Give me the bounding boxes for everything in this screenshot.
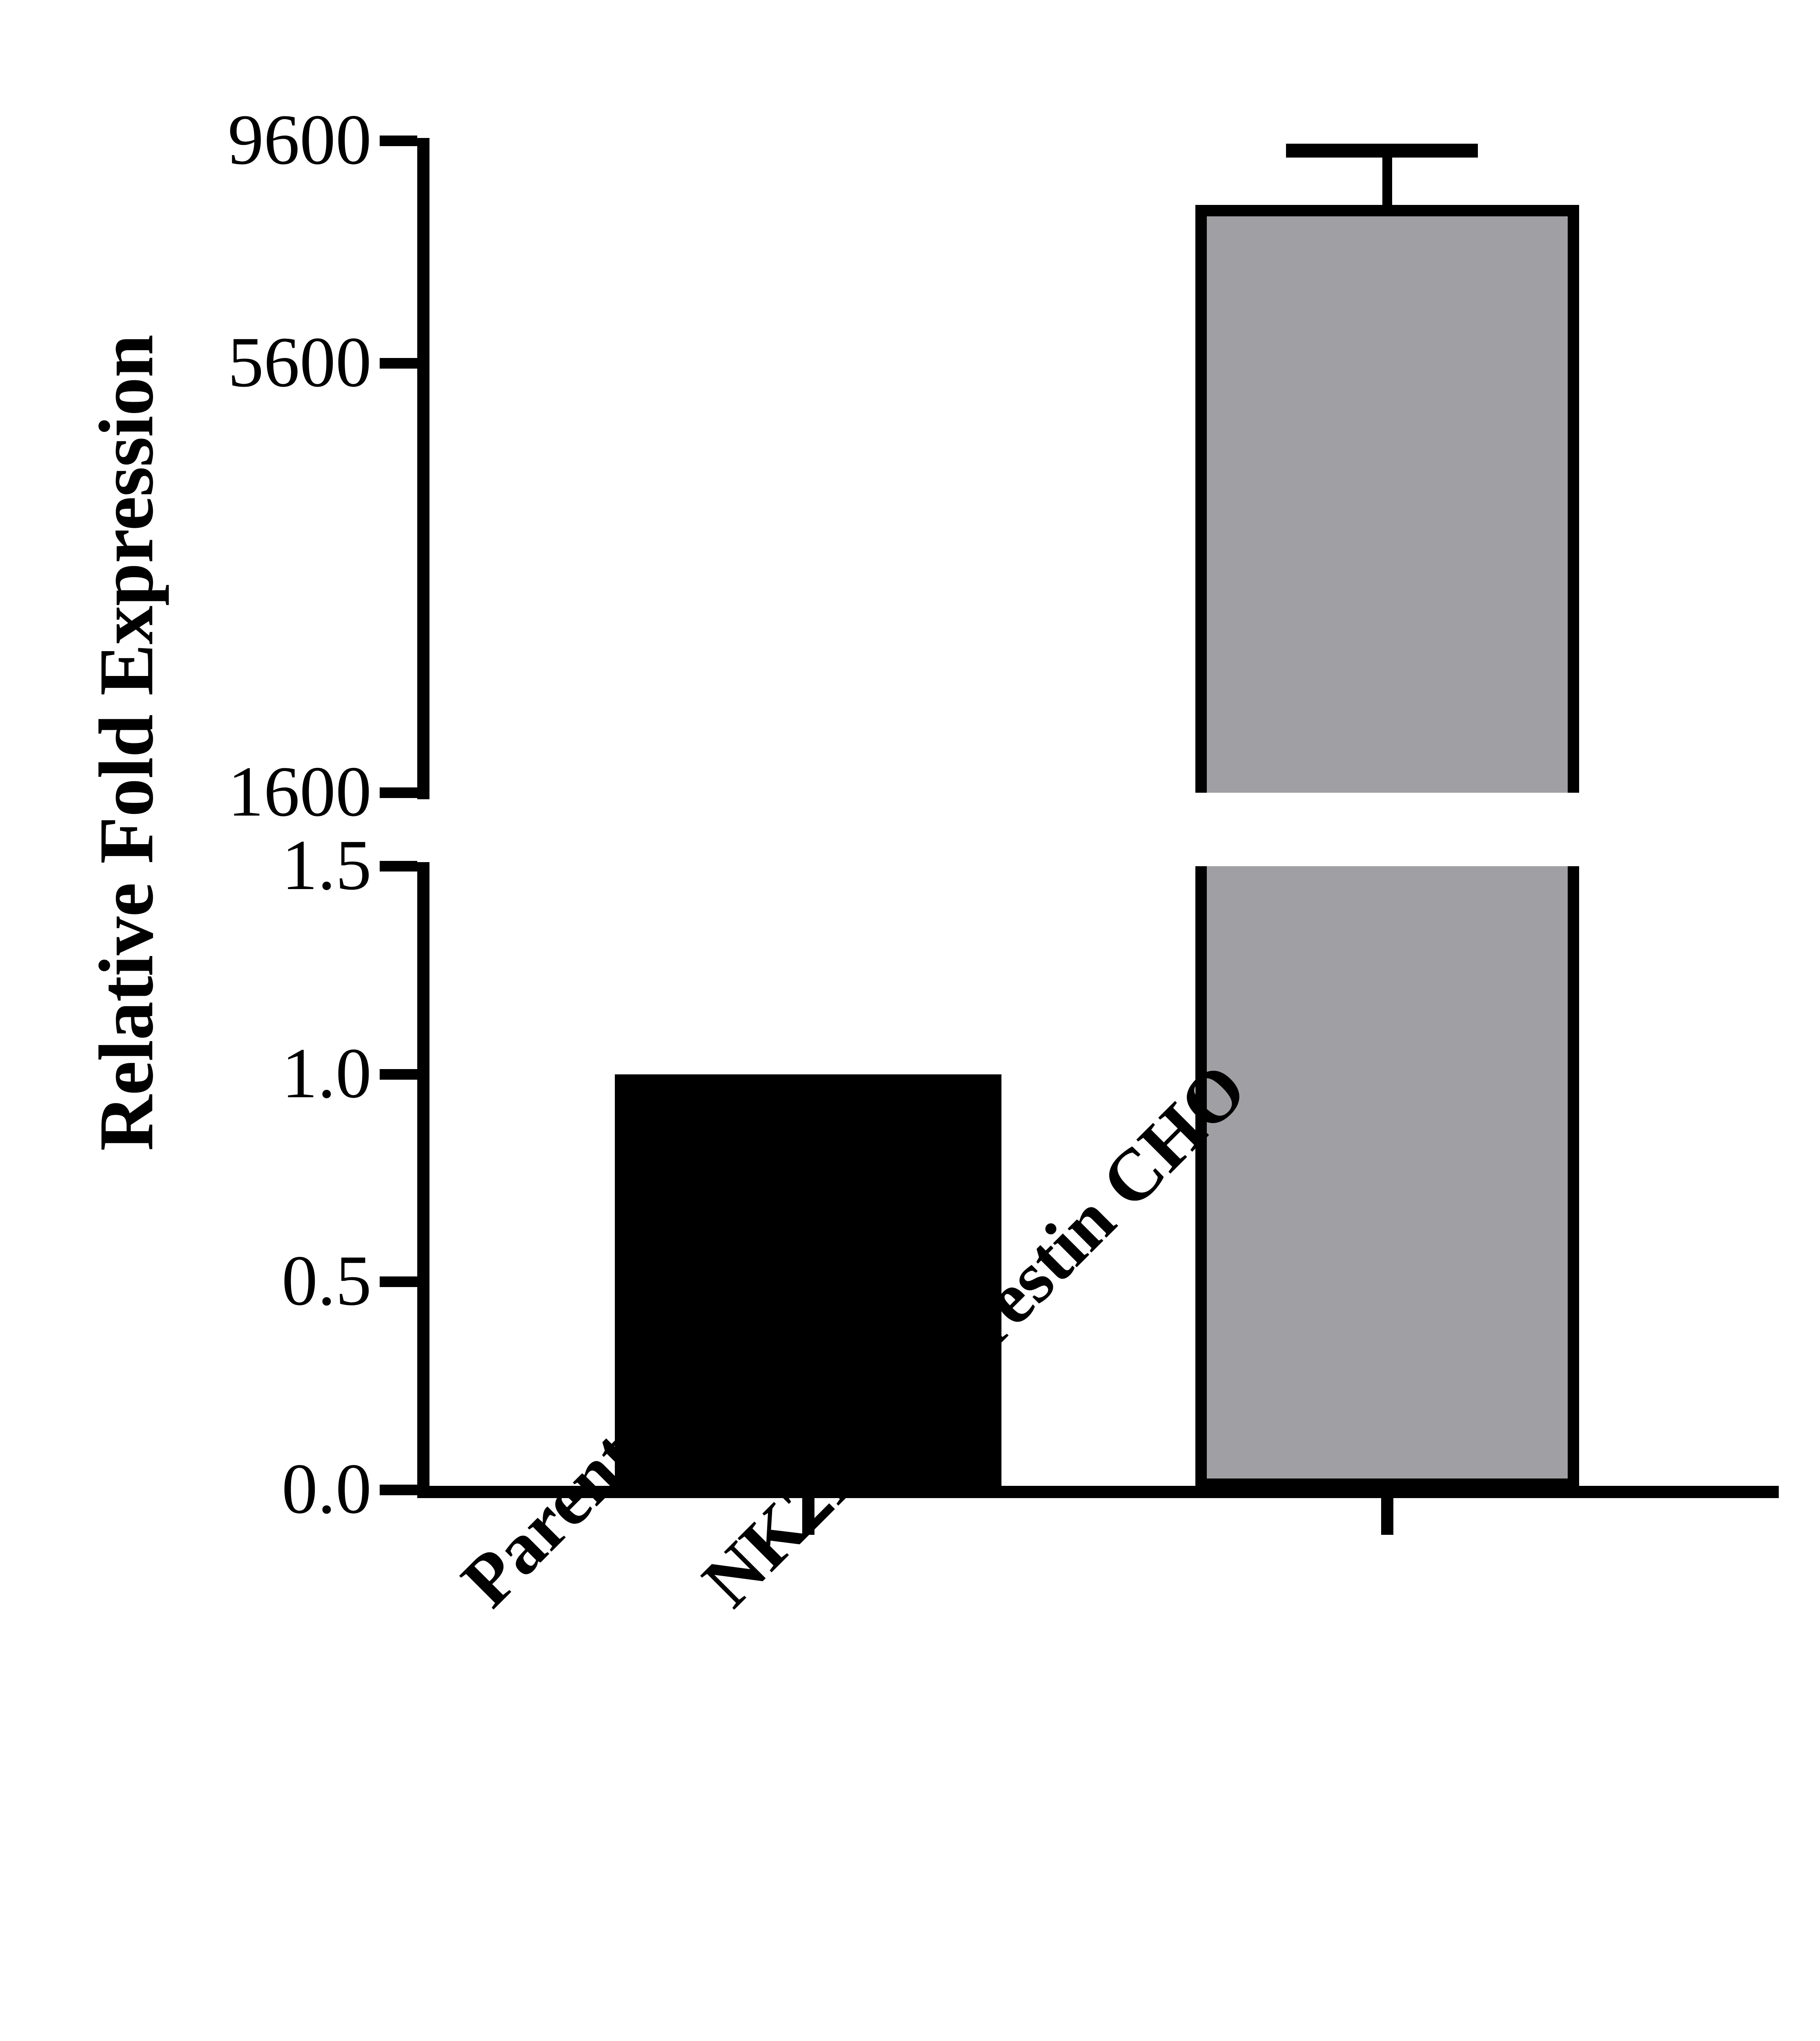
- y-tick-label-9600: 9600: [228, 100, 372, 180]
- y-tick-label-1600: 1600: [228, 752, 372, 832]
- y-tick-label-0-5: 0.5: [282, 1241, 372, 1321]
- y-axis-spine-upper: [417, 138, 429, 799]
- y-tick-mark-5600: [380, 358, 417, 369]
- y-tick-label-1-5: 1.5: [282, 825, 372, 905]
- y-tick-mark-1600: [380, 787, 417, 798]
- y-tick-label-0-0: 0.0: [282, 1449, 372, 1529]
- y-tick-mark-0-5: [380, 1276, 417, 1287]
- y-tick-mark-0-0: [380, 1485, 417, 1495]
- bar-nk2r-barrestin-cho-lower[interactable]: [1195, 866, 1579, 1490]
- y-tick-label-1-0: 1.0: [282, 1034, 372, 1113]
- y-axis-spine-lower: [417, 862, 429, 1497]
- bar-parental-cell[interactable]: [615, 1074, 1001, 1490]
- error-bar-cap-nk2r: [1286, 144, 1478, 158]
- bar-nk2r-barrestin-cho-upper[interactable]: [1195, 205, 1579, 793]
- y-tick-mark-1-5: [380, 861, 417, 872]
- y-tick-label-5600: 5600: [228, 322, 372, 402]
- x-tick-mark-nk2r-barrestin-cho: [1381, 1497, 1393, 1535]
- x-tick-mark-parental-cell: [802, 1497, 814, 1535]
- y-tick-mark-9600: [380, 136, 417, 146]
- y-tick-mark-1-0: [380, 1069, 417, 1080]
